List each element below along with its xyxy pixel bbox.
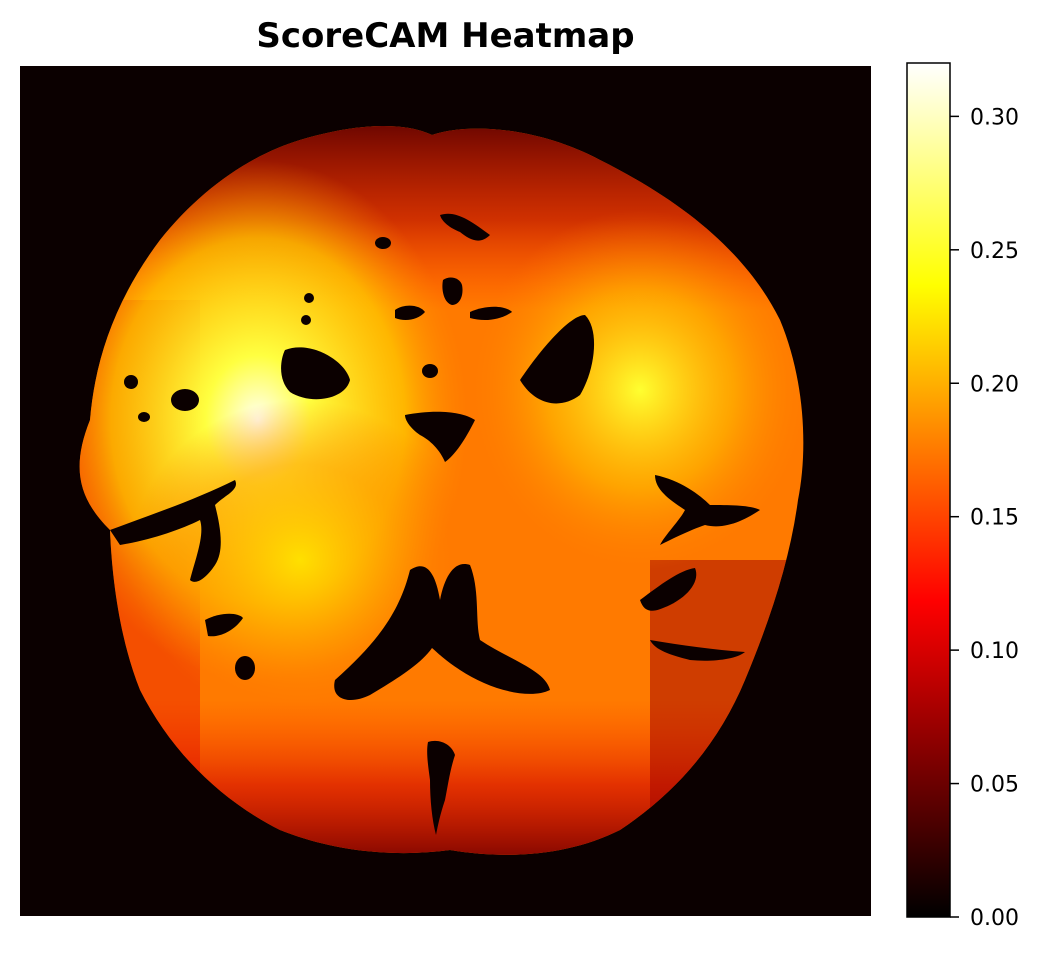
colorbar-tick-label: 0.25 xyxy=(970,239,1019,264)
colorbar-gradient xyxy=(906,62,951,918)
colorbar-tick-label: 0.05 xyxy=(970,773,1019,798)
colorbar-ticks: 0.00 0.05 0.10 0.15 0.20 0.25 0.30 xyxy=(950,105,1019,931)
colorbar-tick-label: 0.10 xyxy=(970,639,1019,664)
heatmap-image xyxy=(20,66,871,916)
colorbar-tick-label: 0.30 xyxy=(970,105,1019,130)
heatmap-zero-regions xyxy=(110,213,760,835)
chart-title: ScoreCAM Heatmap xyxy=(256,16,635,56)
colorbar-tick-label: 0.20 xyxy=(970,372,1019,397)
colorbar: 0.00 0.05 0.10 0.15 0.20 0.25 0.30 xyxy=(906,62,1019,931)
colorbar-tick-label: 0.15 xyxy=(970,506,1019,531)
colorbar-tick-label: 0.00 xyxy=(970,906,1019,931)
